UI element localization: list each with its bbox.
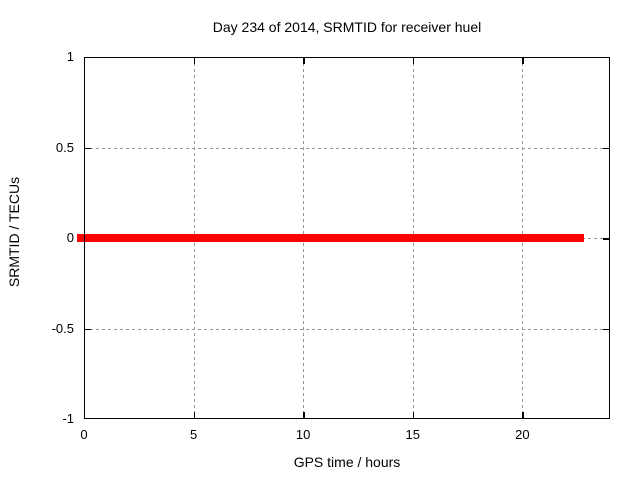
x-tick-label: 15 [405, 427, 420, 442]
data-series-line [77, 234, 584, 242]
y-tick-mark [84, 147, 91, 149]
y-gridline [84, 328, 610, 330]
x-tick-mark [193, 57, 196, 64]
y-tick-label: -1 [62, 411, 74, 426]
y-gridline [84, 147, 610, 149]
x-tick-mark [412, 412, 415, 419]
x-tick-label: 0 [80, 427, 88, 442]
x-tick-label: 20 [515, 427, 530, 442]
plot-border [84, 57, 610, 419]
y-tick-label: 0 [66, 230, 74, 245]
x-tick-label: 5 [189, 427, 198, 442]
y-tick-label: 1 [66, 49, 74, 64]
x-tick-mark [303, 57, 305, 64]
x-axis-label: GPS time / hours [293, 454, 401, 470]
x-tick-mark [522, 57, 524, 64]
x-tick-mark [522, 412, 524, 419]
x-tick-label: 10 [295, 427, 311, 442]
y-tick-mark [603, 238, 610, 240]
y-tick-mark [603, 147, 610, 149]
x-tick-mark [193, 412, 196, 419]
y-tick-label: 0.5 [55, 139, 74, 155]
x-tick-mark [412, 57, 415, 64]
y-tick-mark [84, 328, 91, 330]
y-tick-mark [603, 328, 610, 330]
chart-title: Day 234 of 2014, SRMTID for receiver hue… [212, 19, 482, 35]
y-tick-label: -0.5 [51, 320, 74, 336]
x-tick-mark [303, 412, 305, 419]
